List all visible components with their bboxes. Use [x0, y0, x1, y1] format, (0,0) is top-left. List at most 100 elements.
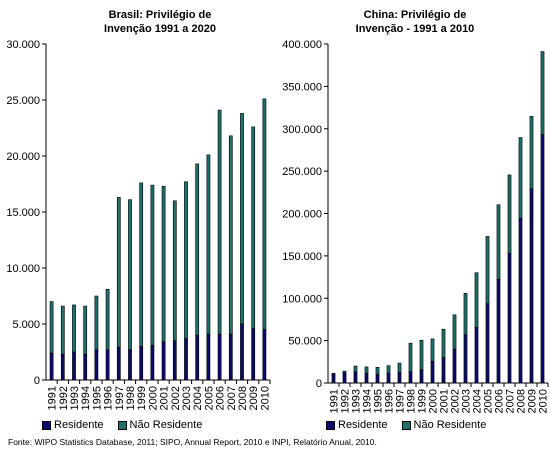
bar-brasil-nao-residente: [161, 185, 166, 343]
x-tick-label-china: 2009: [527, 389, 539, 413]
x-tick-label-brasil: 1997: [114, 386, 126, 410]
bar-china-residente: [529, 188, 534, 384]
x-tick-label-china: 2008: [516, 389, 528, 413]
bar-brasil-nao-residente: [172, 200, 177, 342]
x-tick-label-china: 2006: [494, 389, 506, 413]
y-tick-label-china: 300.000: [282, 124, 322, 136]
x-tick-label-china: 2003: [461, 389, 473, 413]
bar-brasil-residente: [105, 349, 110, 381]
x-tick-label-china: 1996: [384, 389, 396, 413]
bar-china-residente: [430, 361, 435, 384]
bar-brasil-residente: [228, 333, 233, 381]
x-tick-label-brasil: 1992: [58, 386, 70, 410]
x-tick-label-brasil: 2004: [192, 386, 204, 410]
bar-china-residente: [397, 372, 402, 384]
bar-china-residente: [331, 374, 336, 384]
y-tick-label-brasil: 25.000: [6, 95, 40, 107]
bar-brasil-nao-residente: [83, 305, 88, 355]
y-tick-label-brasil: 10.000: [6, 263, 40, 275]
bar-brasil-residente: [128, 349, 132, 381]
legend-swatch-nao-residente: [117, 420, 127, 430]
bar-brasil-nao-residente: [206, 154, 211, 335]
bar-brasil-residente: [150, 344, 155, 381]
bar-china-nao-residente: [364, 366, 369, 374]
x-tick-label-china: 2000: [428, 389, 440, 413]
bar-china-nao-residente: [518, 137, 523, 219]
chart-title-china-line-1: China: Privilégio de: [363, 9, 467, 21]
x-tick-label-china: 1993: [351, 389, 363, 413]
bar-brasil-residente: [94, 349, 99, 381]
bar-china-nao-residente: [353, 365, 358, 373]
x-tick-label-brasil: 2007: [226, 386, 238, 410]
x-tick-label-china: 2005: [483, 389, 495, 413]
x-tick-label-brasil: 1995: [91, 386, 103, 410]
bar-china-nao-residente: [342, 370, 347, 374]
x-tick-label-china: 1999: [417, 389, 429, 413]
bar-china-residente: [485, 303, 490, 384]
x-tick-label-brasil: 2003: [181, 386, 193, 410]
x-tick-label-china: 2004: [472, 389, 484, 413]
bar-brasil-nao-residente: [217, 109, 222, 335]
bar-brasil-nao-residente: [184, 181, 188, 339]
y-tick-label-brasil: 20.000: [6, 151, 40, 163]
bar-china-nao-residente: [540, 51, 545, 135]
bar-brasil-nao-residente: [251, 126, 256, 329]
y-tick-label-china: 250.000: [282, 166, 322, 178]
x-tick-label-brasil: 1994: [80, 386, 92, 410]
bar-china-nao-residente: [375, 367, 380, 375]
y-tick-label-china: 400.000: [282, 39, 322, 51]
legend-brasil: Residente Não Residente: [42, 419, 202, 431]
bar-china-nao-residente: [507, 174, 512, 254]
bar-brasil-residente: [240, 323, 244, 381]
bar-brasil-residente: [172, 340, 177, 381]
legend-label-nao-residente: Não Residente: [129, 419, 203, 431]
y-tick-label-brasil: 0: [34, 375, 40, 387]
legend-swatch-residente: [42, 420, 51, 430]
bar-brasil-nao-residente: [240, 113, 244, 325]
legend-china: Residente Não Residente: [326, 419, 486, 431]
y-tick-label-brasil: 5.000: [12, 319, 40, 331]
bar-china-residente: [452, 348, 457, 384]
bar-brasil-residente: [161, 341, 166, 381]
x-tick-label-brasil: 1991: [47, 386, 59, 410]
bar-brasil-residente: [116, 347, 121, 381]
bar-china-residente: [375, 373, 380, 384]
y-tick-label-china: 200.000: [282, 209, 322, 221]
bar-brasil-residente: [195, 334, 200, 381]
y-tick-label-china: 150.000: [282, 251, 322, 263]
bar-brasil-nao-residente: [60, 305, 65, 355]
y-tick-label-china: 100.000: [282, 293, 322, 305]
bar-china-nao-residente: [397, 362, 402, 373]
y-tick-label-china: 50.000: [288, 336, 322, 348]
y-tick-label-brasil: 30.000: [6, 39, 40, 51]
bar-brasil-residente: [72, 351, 76, 381]
bar-china-residente: [441, 357, 446, 384]
bar-brasil-residente: [251, 328, 256, 381]
bar-china-residente: [507, 253, 512, 384]
legend-swatch-nao-residente: [401, 420, 411, 430]
bar-brasil-residente: [206, 333, 211, 381]
x-tick-label-china: 2002: [450, 389, 462, 413]
chart-title-china-line-2: Invenção - 1991 a 2010: [355, 23, 475, 35]
bar-brasil-nao-residente: [105, 288, 110, 351]
x-tick-label-china: 2001: [439, 389, 451, 413]
x-tick-label-brasil: 2001: [159, 386, 171, 410]
bar-brasil-residente: [49, 352, 54, 381]
bar-china-nao-residente: [496, 204, 501, 280]
bar-brasil-nao-residente: [94, 295, 99, 351]
bar-china-residente: [518, 217, 523, 384]
source-note: Fonte: WIPO Statistics Database, 2011; S…: [8, 437, 377, 447]
bar-brasil-residente: [83, 353, 88, 381]
x-tick-label-brasil: 1996: [103, 386, 115, 410]
x-tick-label-china: 1998: [406, 389, 418, 413]
bar-brasil-residente: [262, 329, 267, 381]
bar-china-residente: [419, 369, 424, 384]
bar-brasil-nao-residente: [150, 184, 155, 346]
bar-china-nao-residente: [529, 116, 534, 190]
bar-brasil-nao-residente: [228, 135, 233, 335]
bar-brasil-residente: [139, 346, 144, 381]
bar-china-nao-residente: [452, 314, 457, 350]
bar-brasil-nao-residente: [195, 163, 200, 336]
